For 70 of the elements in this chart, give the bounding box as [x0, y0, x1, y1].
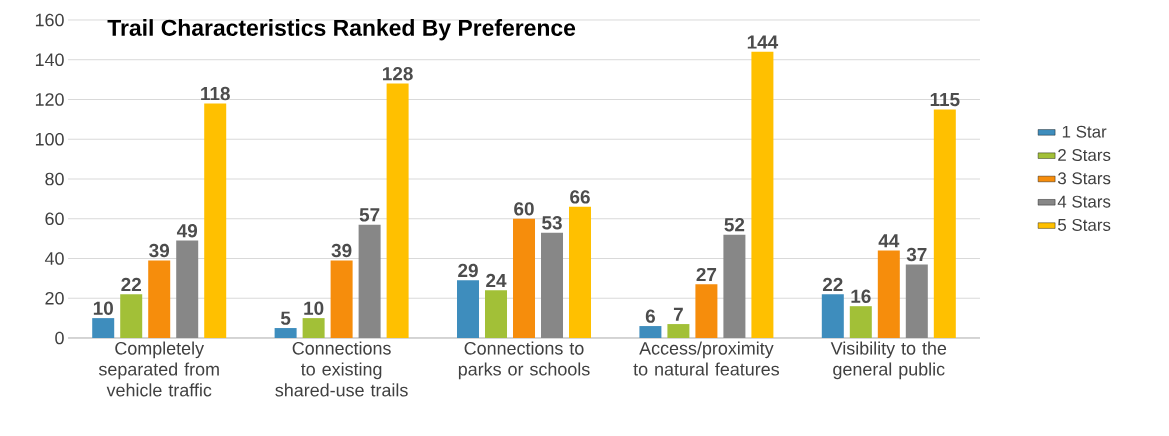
bar [92, 318, 115, 338]
data-label: 144 [747, 35, 779, 49]
bar [120, 294, 143, 338]
bar [933, 109, 956, 338]
bar [723, 234, 746, 338]
y-tick-label: 40 [44, 252, 64, 265]
bar [358, 224, 381, 338]
data-label: 53 [542, 216, 562, 230]
bar [330, 260, 353, 338]
x-tick-label: Connections to parks or schools [458, 341, 590, 380]
y-tick-label: 120 [35, 93, 64, 106]
bar [667, 324, 690, 338]
bar [877, 250, 900, 338]
bar [751, 51, 774, 338]
bar [695, 284, 718, 338]
data-label: 5 [280, 311, 291, 325]
data-label: 7 [673, 307, 683, 321]
legend-label: 3 Stars [1057, 172, 1111, 185]
bar [274, 328, 297, 338]
data-label: 57 [359, 208, 380, 222]
legend-label: 1 Star [1062, 125, 1107, 138]
data-label: 37 [906, 247, 927, 262]
x-tick-label: Access/proximity to natural features [633, 341, 780, 376]
data-label: 60 [514, 202, 534, 216]
y-tick-label: 80 [45, 172, 64, 186]
bar [541, 232, 564, 338]
data-label: 39 [331, 243, 352, 258]
bar [513, 218, 536, 338]
legend-label: 5 Stars [1057, 218, 1111, 231]
bar [148, 260, 171, 338]
data-label: 22 [822, 277, 843, 292]
bar [457, 280, 480, 338]
legend-label: 4 Stars [1057, 195, 1111, 208]
data-label: 22 [121, 277, 141, 292]
y-tick-label: 60 [45, 212, 64, 226]
chart-title: Trail Characteristics Ranked By Preference [107, 19, 576, 41]
bar [849, 306, 872, 338]
y-tick-label: 160 [35, 13, 64, 27]
data-label: 115 [930, 93, 960, 107]
y-tick-label: 20 [45, 291, 64, 305]
bar [821, 294, 844, 338]
x-tick-label: Completely separated from vehicle traffic [98, 341, 219, 397]
y-tick-label: 0 [55, 331, 64, 345]
bar [485, 290, 508, 338]
data-label: 29 [458, 263, 478, 278]
data-label: 44 [878, 234, 900, 248]
data-label: 66 [570, 190, 590, 204]
bar [639, 326, 662, 338]
bar [386, 83, 409, 338]
data-label: 10 [304, 301, 324, 315]
data-label: 6 [645, 309, 655, 323]
x-tick-label: Connections to existing shared-use trails [275, 341, 408, 397]
data-label: 16 [851, 289, 871, 303]
bar [302, 318, 325, 338]
bar [176, 240, 199, 338]
bar [569, 206, 592, 338]
data-label: 118 [201, 86, 230, 101]
data-label: 49 [176, 223, 198, 238]
data-label: 10 [93, 301, 113, 315]
legend-label: 2 Stars [1058, 149, 1111, 162]
y-tick-label: 140 [35, 53, 64, 67]
y-tick-label: 100 [35, 132, 64, 146]
bar [204, 103, 227, 338]
data-label: 52 [724, 218, 745, 232]
data-label: 27 [696, 267, 717, 282]
x-tick-label: Visibility to the general public [830, 341, 947, 380]
data-label: 24 [486, 273, 507, 288]
bar [905, 264, 928, 338]
data-label: 39 [149, 243, 170, 258]
data-label: 128 [383, 66, 413, 81]
